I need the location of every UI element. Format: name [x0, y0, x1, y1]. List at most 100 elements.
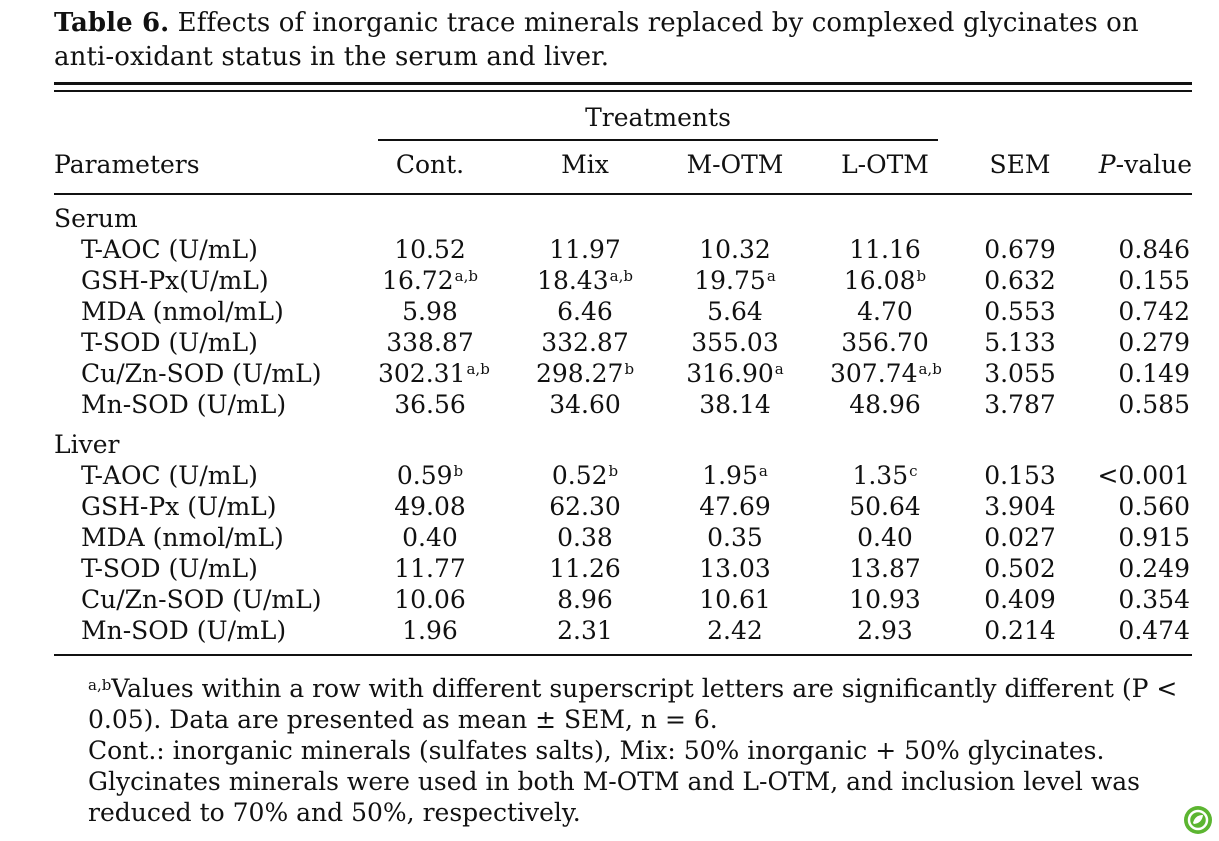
sem-value: 3.055: [984, 359, 1056, 388]
sem-value: 0.502: [984, 554, 1056, 583]
value-superscript: b: [916, 267, 927, 285]
footnote-1-text: Values within a row with different super…: [88, 674, 1178, 734]
value-number: 10.61: [699, 585, 771, 614]
value-cell: 338.87: [378, 328, 482, 358]
col-header-pvalue: P-value: [1060, 150, 1192, 180]
value-number: 11.97: [549, 235, 621, 264]
value-cell: 1.96: [378, 616, 482, 646]
col-header-sem: SEM: [989, 150, 1051, 179]
sem-value: 0.679: [984, 235, 1056, 264]
top-rule-thin: [54, 90, 1192, 92]
value-cell: 298.27b: [530, 359, 640, 389]
p-value: 0.354: [1118, 585, 1190, 614]
value-cell: 1.35c: [830, 461, 940, 491]
value-number: 302.31: [378, 359, 466, 388]
value-number: 6.46: [557, 297, 613, 326]
col-header-motm: M-OTM: [686, 150, 784, 179]
parameter-label: Mn-SOD (U/mL): [81, 390, 287, 419]
value-cell: 34.60: [530, 390, 640, 420]
value-number: 10.93: [849, 585, 921, 614]
value-cell: 356.70: [830, 328, 940, 358]
p-value: 0.585: [1118, 390, 1190, 419]
value-cell: 16.72a,b: [378, 266, 482, 296]
p-value: 0.149: [1118, 359, 1190, 388]
value-superscript: a: [774, 360, 784, 378]
p-value: 0.560: [1118, 492, 1190, 521]
sem-value: 0.153: [984, 461, 1056, 490]
value-number: 5.64: [707, 297, 763, 326]
value-number: 11.77: [394, 554, 466, 583]
value-number: 0.59: [396, 461, 453, 490]
value-cell: 10.06: [378, 585, 482, 615]
value-superscript: a,b: [609, 267, 633, 285]
value-number: 307.74: [830, 359, 918, 388]
value-number: 5.98: [402, 297, 458, 326]
sem-value: 0.409: [984, 585, 1056, 614]
value-number: 36.56: [394, 390, 466, 419]
parameter-label: T-AOC (U/mL): [81, 461, 258, 490]
value-superscript: a: [758, 462, 768, 480]
value-cell: 5.98: [378, 297, 482, 327]
col-header-cont: Cont.: [395, 150, 465, 179]
p-value: 0.279: [1118, 328, 1190, 357]
value-cell: 50.64: [830, 492, 940, 522]
value-number: 0.52: [551, 461, 608, 490]
value-number: 2.42: [707, 616, 763, 645]
value-number: 11.26: [549, 554, 621, 583]
value-number: 0.40: [402, 523, 458, 552]
value-cell: 2.42: [680, 616, 790, 646]
value-number: 62.30: [549, 492, 621, 521]
value-number: 4.70: [857, 297, 913, 326]
value-cell: 307.74a,b: [830, 359, 942, 389]
value-superscript: a,b: [918, 360, 942, 378]
sem-value: 0.553: [984, 297, 1056, 326]
value-number: 49.08: [394, 492, 466, 521]
value-superscript: a,b: [454, 267, 478, 285]
value-cell: 316.90a: [680, 359, 790, 389]
value-number: 1.96: [402, 616, 458, 645]
value-number: 16.72: [382, 266, 454, 295]
header-rule: [54, 193, 1192, 195]
value-cell: 302.31a,b: [378, 359, 490, 389]
value-number: 38.14: [699, 390, 771, 419]
p-value: 0.155: [1118, 266, 1190, 295]
parameter-label: Cu/Zn-SOD (U/mL): [81, 585, 322, 614]
value-number: 356.70: [841, 328, 929, 357]
value-cell: 11.97: [530, 235, 640, 265]
parameter-label: Mn-SOD (U/mL): [81, 616, 287, 645]
parameter-label: T-AOC (U/mL): [81, 235, 258, 264]
table-caption: Table 6. Effects of inorganic trace mine…: [54, 6, 1194, 74]
value-cell: 10.52: [378, 235, 482, 265]
value-number: 34.60: [549, 390, 621, 419]
value-number: 355.03: [691, 328, 779, 357]
value-cell: 49.08: [378, 492, 482, 522]
value-cell: 13.87: [830, 554, 940, 584]
col-header-mix: Mix: [561, 150, 609, 179]
table-caption-text: Effects of inorganic trace minerals repl…: [54, 8, 1139, 72]
value-cell: 0.35: [680, 523, 790, 553]
parameter-label: T-SOD (U/mL): [81, 554, 258, 583]
value-cell: 0.52b: [530, 461, 640, 491]
value-superscript: b: [624, 360, 635, 378]
p-value: 0.915: [1118, 523, 1190, 552]
value-cell: 48.96: [830, 390, 940, 420]
footnote-1: a,bValues within a row with different su…: [54, 673, 1194, 735]
value-superscript: c: [909, 462, 918, 480]
section-heading: Liver: [54, 430, 120, 459]
value-superscript: a,b: [466, 360, 490, 378]
value-cell: 18.43a,b: [530, 266, 640, 296]
value-number: 11.16: [849, 235, 921, 264]
pvalue-italic: P: [1098, 150, 1116, 179]
value-cell: 8.96: [530, 585, 640, 615]
value-cell: 11.77: [378, 554, 482, 584]
value-cell: 355.03: [680, 328, 790, 358]
value-superscript: b: [608, 462, 619, 480]
sem-value: 0.027: [984, 523, 1056, 552]
value-cell: 62.30: [530, 492, 640, 522]
value-number: 10.52: [394, 235, 466, 264]
bottom-rule: [54, 654, 1192, 656]
parameters-header: Parameters: [54, 150, 200, 179]
value-number: 13.03: [699, 554, 771, 583]
parameter-label: MDA (nmol/mL): [81, 523, 284, 552]
value-number: 48.96: [849, 390, 921, 419]
